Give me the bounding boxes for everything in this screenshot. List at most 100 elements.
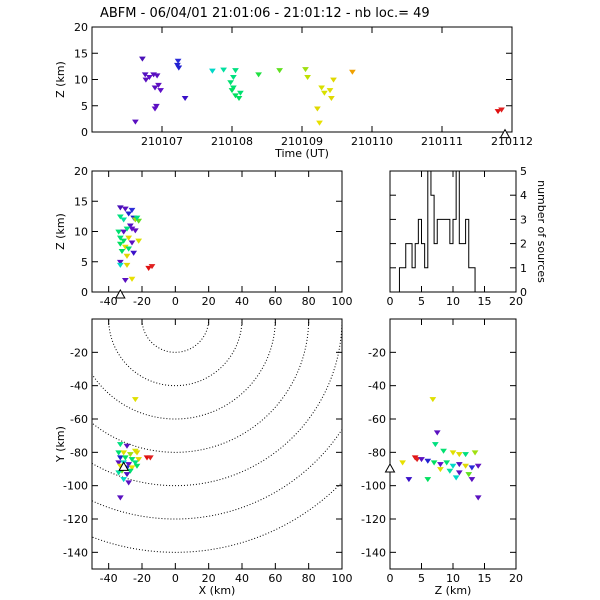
range-ring (92, 319, 342, 487)
range-ring (92, 481, 342, 553)
figure-title: ABFM - 06/04/01 21:01:06 - 21:01:12 - nb… (100, 6, 430, 21)
x-axis-label: Z (km) (435, 584, 472, 597)
data-point (276, 68, 283, 74)
data-point (321, 90, 328, 96)
data-point (131, 397, 139, 403)
data-point (133, 215, 141, 221)
y-tick-label: -100 (63, 480, 88, 493)
y-tick-label: 10 (74, 226, 88, 239)
data-point (121, 206, 129, 212)
station-marker (384, 462, 396, 473)
x-tick-label: 10 (446, 295, 460, 308)
data-point (121, 455, 129, 461)
y-axis-label: number of sources (535, 180, 548, 283)
station-marker (118, 461, 130, 471)
y-tick-label: 2 (520, 238, 527, 251)
data-point (132, 119, 139, 125)
data-point (123, 253, 131, 259)
data-point (116, 442, 124, 448)
histogram-bar (399, 268, 402, 292)
data-point (118, 248, 126, 255)
data-point (126, 468, 134, 474)
data-point (413, 457, 421, 463)
histogram-bar (453, 219, 456, 292)
panel-zy: 0 5 10 15 20 -140 -120 -100 -80 -60 -40 -20 Z (km) (361, 318, 523, 597)
data-point (120, 229, 128, 235)
data-point (465, 472, 473, 478)
data-point (437, 462, 444, 468)
y-tick-label: 5 (81, 100, 88, 113)
histogram-bar (462, 244, 465, 292)
histogram-bar (444, 219, 447, 292)
data-point (304, 74, 311, 81)
data-point (123, 226, 131, 232)
x-tick-label: 15 (478, 295, 492, 308)
data-point (116, 495, 124, 501)
data-point (142, 77, 150, 83)
x-tick-label: 40 (235, 295, 249, 308)
histogram-bar (469, 268, 472, 292)
histogram-bar (472, 268, 475, 292)
data-point (328, 95, 335, 102)
x-tick-label: 210112 (491, 135, 533, 148)
data-point (230, 85, 237, 91)
data-point (115, 229, 123, 235)
data-point (135, 457, 143, 463)
x-tick-label: 0 (387, 295, 394, 308)
x-tick-label: 40 (235, 572, 249, 585)
x-tick-label: 210109 (281, 135, 323, 148)
data-point (443, 460, 451, 466)
y-tick-label: -140 (361, 546, 386, 559)
panel-xz: -40 -20 0 20 40 60 80 100 0 5 10 15 20 Z (km) (54, 165, 353, 308)
y-tick-label: -140 (63, 546, 88, 559)
x-tick-label: 20 (202, 295, 216, 308)
data-point (120, 217, 128, 223)
data-point (139, 56, 146, 62)
data-point (115, 450, 123, 456)
y-tick-label: 3 (520, 213, 527, 226)
histogram-bar (437, 219, 440, 292)
data-point (220, 67, 227, 73)
x-tick-label: 5 (418, 572, 425, 585)
histogram-outline (390, 170, 516, 293)
y-tick-label: -40 (70, 380, 88, 393)
histogram-bar (403, 268, 406, 292)
y-tick-label: 4 (520, 189, 527, 202)
data-point (151, 106, 159, 112)
data-point (116, 205, 124, 211)
x-tick-label: -40 (100, 572, 118, 585)
data-point (116, 259, 124, 265)
x-tick-label: 100 (332, 295, 353, 308)
x-tick-label: 60 (268, 572, 282, 585)
data-points (115, 205, 156, 284)
data-point (237, 90, 244, 96)
x-tick-label: 10 (446, 572, 460, 585)
axes-frame (91, 318, 343, 570)
data-point (232, 93, 239, 99)
x-tick-label: 100 (332, 572, 353, 585)
data-point (455, 470, 463, 476)
plot-panels: 210107 210108 210109 210110 210111 2101120510… (54, 21, 549, 597)
x-tick-label: 80 (302, 572, 316, 585)
data-point (153, 73, 161, 79)
histogram-bar (434, 244, 437, 292)
y-tick-label: -20 (368, 346, 386, 359)
data-point (429, 397, 437, 403)
data-point (405, 477, 413, 483)
histogram-bar (412, 268, 415, 292)
x-tick-label: 0 (172, 295, 179, 308)
axes-frame (91, 170, 343, 293)
data-point (462, 463, 469, 469)
y-tick-label: 10 (74, 74, 88, 87)
data-point (433, 430, 441, 436)
x-tick-label: -20 (133, 295, 151, 308)
y-tick-label: -120 (63, 513, 88, 526)
y-tick-label: -60 (70, 413, 88, 426)
x-tick-label: 210110 (351, 135, 393, 148)
histogram-bar (466, 219, 469, 292)
data-point (146, 455, 154, 461)
data-point (116, 235, 124, 241)
x-tick-label: -20 (133, 572, 151, 585)
data-point (349, 69, 356, 75)
